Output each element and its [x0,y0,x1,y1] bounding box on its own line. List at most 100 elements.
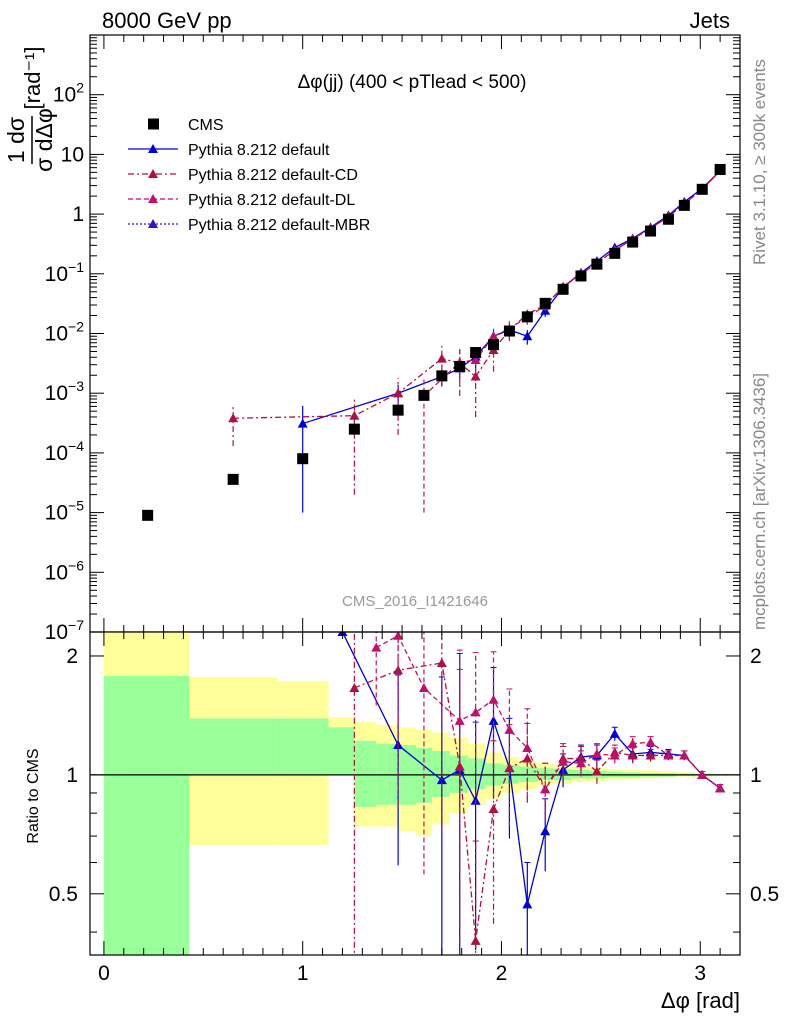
cms-point [454,361,466,373]
band-inner [431,750,450,797]
main-title: Δφ(jj) (400 < pTlead < 500) [298,72,527,93]
ratio-point [488,715,499,725]
ratio-point [454,715,465,725]
series-line [302,170,721,425]
ratio-frame [89,631,741,956]
ratio-xtick-label: 1 [297,962,309,985]
cms-point [539,297,551,309]
ylabel-numerator: 1 dσ [3,117,29,163]
ratio-ytick-label-right: 2 [750,645,762,668]
ratio-point [470,707,481,717]
ratio-plot-area [90,632,740,955]
cms-point [645,225,657,237]
main-ytick-label: 10−6 [45,557,85,584]
data-point [488,331,499,341]
ratio-point [522,742,533,752]
ytick-exponent: −5 [68,498,84,514]
ratio-point [697,769,708,779]
legend-marker [148,194,158,203]
ratio-point [371,642,382,652]
ratio-ytick-label-right: 1 [750,764,762,787]
cms-point [348,423,360,435]
legend-marker [148,169,158,178]
ratio-point [591,766,602,776]
rivet-label: Rivet 3.1.10, ≥ 300k events [750,59,769,265]
ratio-point [679,750,690,760]
ratio-point [488,803,499,813]
data-point [349,410,360,420]
band-inner [519,766,538,782]
data-point [393,388,404,398]
band-inner [571,769,589,779]
cms-point [392,404,404,416]
legend-label: Pythia 8.212 default-CD [188,167,358,184]
main-ytick-label: 102 [53,80,84,107]
cms-point [142,509,154,521]
cms-point [436,370,448,382]
legend-marker [148,118,159,130]
cms-point [297,453,309,465]
ratio-ytick-label-right: 0.5 [750,883,779,906]
main-ylabel: 1 dσ σ dΔφ [rad⁻¹] [3,47,57,172]
main-ytick-label: 10−4 [45,438,85,465]
ratio-point [558,756,569,766]
cms-point [503,325,515,337]
main-plot-area [142,163,726,521]
legend-label: Pythia 8.212 default-MBR [188,217,370,234]
ratio-point [393,632,404,640]
band-inner [328,727,355,775]
cms-point [591,258,603,270]
ytick-exponent: −6 [68,557,84,573]
legend-marker [148,219,158,228]
band-inner [467,758,486,790]
cms-point [575,270,587,282]
ytick-mantissa: 10 [45,442,68,465]
band-inner [103,675,190,955]
ratio-xtick-label: 3 [694,962,706,985]
ratio-point [349,682,360,692]
ytick-exponent: −7 [68,617,84,633]
ratio-point [522,899,533,909]
ratio-point [627,750,638,760]
cms-point [521,311,533,323]
ytick-mantissa: 10 [45,502,68,525]
header-left: 8000 GeV pp [102,8,232,33]
cms-point [609,247,621,259]
ytick-mantissa: 10 [45,621,68,644]
legend-label: CMS [188,117,224,134]
ratio-point [540,784,551,794]
xlabel: Δφ [rad] [661,988,740,1013]
ratio-xtick-label: 0 [98,962,110,985]
ratio-point [575,758,586,768]
legend-label: Pythia 8.212 default-DL [188,192,355,209]
ylabel-denominator: σ dΔφ [31,108,57,172]
ratio-point [488,694,499,704]
band-inner [354,740,377,807]
cms-point [418,389,430,401]
cms-point [662,213,674,225]
main-ytick-label: 10−5 [45,498,85,525]
ylabel-unit: [rad⁻¹] [20,47,45,110]
cms-point [557,283,569,295]
data-point [228,413,239,423]
watermark: CMS_2016_I1421646 [342,593,488,610]
ratio-point [609,728,620,738]
ratio-point [470,935,481,945]
legend-label: Pythia 8.212 default [188,142,330,159]
data-point [436,353,447,363]
ytick-mantissa: 10 [45,382,68,405]
ratio-point [591,748,602,758]
main-ytick-label: 10 [61,143,84,166]
ratio-point [540,826,551,836]
ratio-point [454,761,465,771]
ratio-ylabel: Ratio to CMS [25,748,42,843]
ratio-point [504,724,515,734]
cms-point [488,339,500,351]
band-inner [276,718,329,775]
header-right: Jets [690,8,730,33]
ratio-point [418,682,429,692]
cms-point [678,199,690,211]
band-inner [449,755,468,793]
